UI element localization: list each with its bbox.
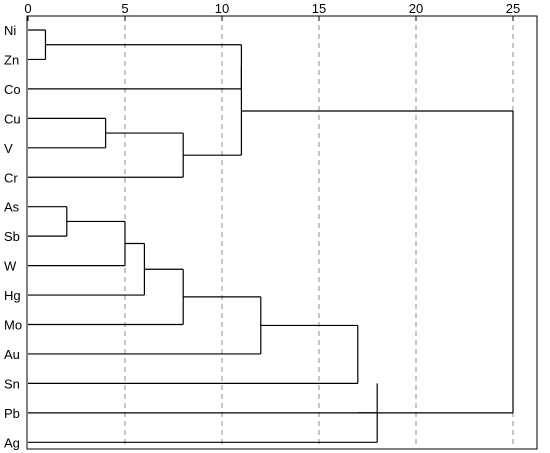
leaf-label-sb: Sb — [4, 229, 20, 244]
leaf-label-ni: Ni — [4, 23, 16, 38]
tick-label-20: 20 — [409, 1, 423, 16]
leaf-label-sn: Sn — [4, 376, 20, 391]
tick-label-10: 10 — [215, 1, 229, 16]
leaf-label-mo: Mo — [4, 318, 22, 333]
axis-ticks — [27, 16, 514, 21]
leaf-label-pb: Pb — [4, 406, 20, 421]
leaf-label-v: V — [4, 141, 13, 156]
tick-label-15: 15 — [312, 1, 326, 16]
dendrogram-links — [28, 29, 514, 443]
leaf-label-cr: Cr — [4, 170, 18, 185]
axis-tick-labels: 0 5 10 15 20 25 — [24, 1, 520, 16]
plot-frame — [26, 15, 538, 450]
leaf-label-zn: Zn — [4, 52, 19, 67]
leaf-label-cu: Cu — [4, 111, 21, 126]
leaf-label-w: W — [4, 259, 17, 274]
grid-lines — [124, 16, 514, 449]
leaf-label-au: Au — [4, 347, 20, 362]
leaf-labels: Ni Zn Co Cu V Cr As Sb W Hg Mo Au Sn Pb Ag — [4, 23, 22, 450]
leaf-label-hg: Hg — [4, 288, 21, 303]
tick-label-0: 0 — [24, 1, 31, 16]
tick-label-25: 25 — [506, 1, 520, 16]
leaf-label-ag: Ag — [4, 435, 20, 450]
leaf-label-co: Co — [4, 82, 21, 97]
tick-label-5: 5 — [121, 1, 128, 16]
leaf-label-as: As — [4, 200, 20, 215]
